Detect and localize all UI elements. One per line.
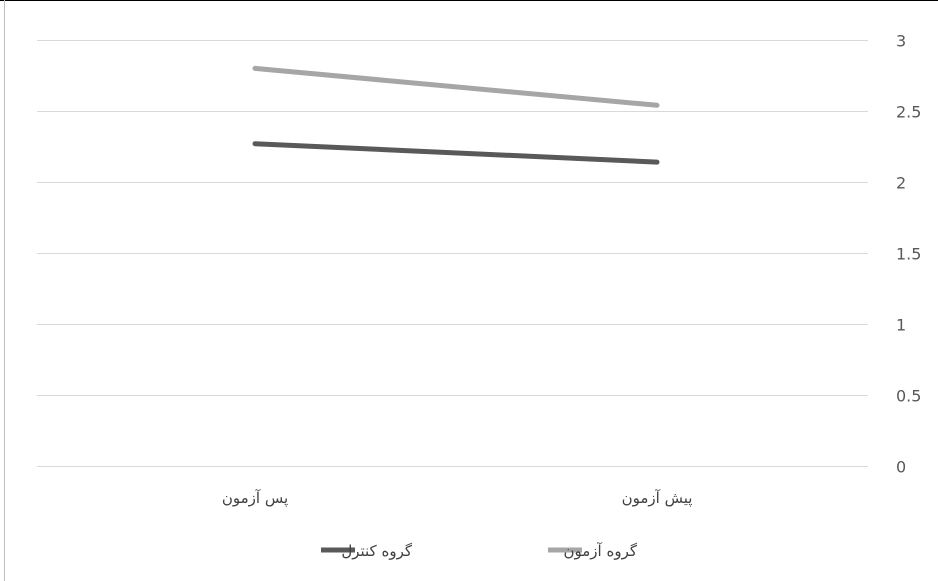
series-line-0 — [252, 65, 660, 108]
legend: گروه آزمون گروه کنترل — [321, 542, 638, 560]
y-tick-label: 2.5 — [896, 103, 921, 122]
legend-label: گروه آزمون — [564, 542, 638, 560]
y-tick-label: 0 — [896, 458, 906, 477]
y-tick-label: 1 — [896, 316, 906, 335]
y-axis-ticks: 0 0.5 1 1.5 2 2.5 3 — [896, 32, 921, 477]
y-tick-label: 0.5 — [896, 387, 921, 406]
legend-label: گروه کنترل — [341, 542, 413, 560]
gridlines — [37, 40, 868, 467]
series-lines — [252, 65, 660, 165]
x-category-label: پس آزمون — [222, 489, 288, 508]
y-tick-label: 2 — [896, 174, 906, 193]
x-category-label: پیش آزمون — [622, 489, 693, 508]
y-tick-label: 3 — [896, 32, 906, 51]
x-axis-categories: پس آزمون پیش آزمون — [222, 489, 693, 508]
y-tick-label: 1.5 — [896, 245, 921, 264]
series-line-1 — [252, 141, 660, 165]
